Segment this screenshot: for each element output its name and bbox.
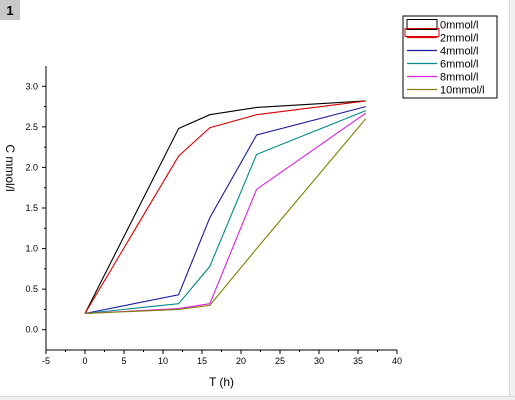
series-line-4 xyxy=(84,112,367,315)
legend-label-3: 6mmol/l xyxy=(440,59,479,71)
layer-tab-label: 1 xyxy=(6,2,14,18)
legend-selection-marker xyxy=(404,28,440,37)
x-tick-label: -5 xyxy=(42,356,50,366)
x-tick-label: 20 xyxy=(236,356,246,366)
axes: -5 0 5 10 15 20 25 30 35 40 0.0 0.5 1.0 1.5 2.0 2.5 3.0 xyxy=(25,66,402,366)
legend-label-0: 0mmol/l xyxy=(440,20,479,32)
series-layer xyxy=(84,100,367,315)
layer-tab[interactable]: 1 xyxy=(0,0,20,20)
y-tick-label: 3.0 xyxy=(25,81,38,91)
y-tick-label: 1.0 xyxy=(25,244,38,254)
legend[interactable]: 0mmol/l2mmol/l4mmol/l6mmol/l8mmol/l10mmo… xyxy=(402,15,498,99)
y-tick-label: 0.5 xyxy=(25,284,38,294)
x-tick-label: 35 xyxy=(353,356,363,366)
y-tick-label: 1.5 xyxy=(25,203,38,213)
window-bottom-edge xyxy=(0,396,515,400)
series-line-5 xyxy=(84,118,367,315)
series-line-0 xyxy=(84,100,366,314)
y-axis-title: C mmol/l xyxy=(3,144,17,191)
legend-swatch-0 xyxy=(406,19,438,30)
x-tick-label: 40 xyxy=(392,356,402,366)
legend-label-1: 2mmol/l xyxy=(440,33,479,45)
x-tick-label: 0 xyxy=(82,356,87,366)
x-axis-title: T (h) xyxy=(209,375,234,389)
series-line-1 xyxy=(84,100,366,314)
x-tick-label: 25 xyxy=(275,356,285,366)
y-tick-label: 2.0 xyxy=(25,162,38,172)
x-tick-label: 10 xyxy=(158,356,168,366)
legend-label-5: 10mmol/l xyxy=(440,85,485,97)
y-tick-label: 0.0 xyxy=(25,325,38,335)
legend-label-4: 8mmol/l xyxy=(440,72,479,84)
series-line-2 xyxy=(84,106,366,315)
window-right-edge xyxy=(509,0,515,400)
x-tick-label: 30 xyxy=(314,356,324,366)
x-tick-label: 15 xyxy=(197,356,207,366)
legend-label-2: 4mmol/l xyxy=(440,46,479,58)
y-tick-label: 2.5 xyxy=(25,122,38,132)
series-line-3 xyxy=(84,110,367,315)
x-tick-label: 5 xyxy=(121,356,126,366)
